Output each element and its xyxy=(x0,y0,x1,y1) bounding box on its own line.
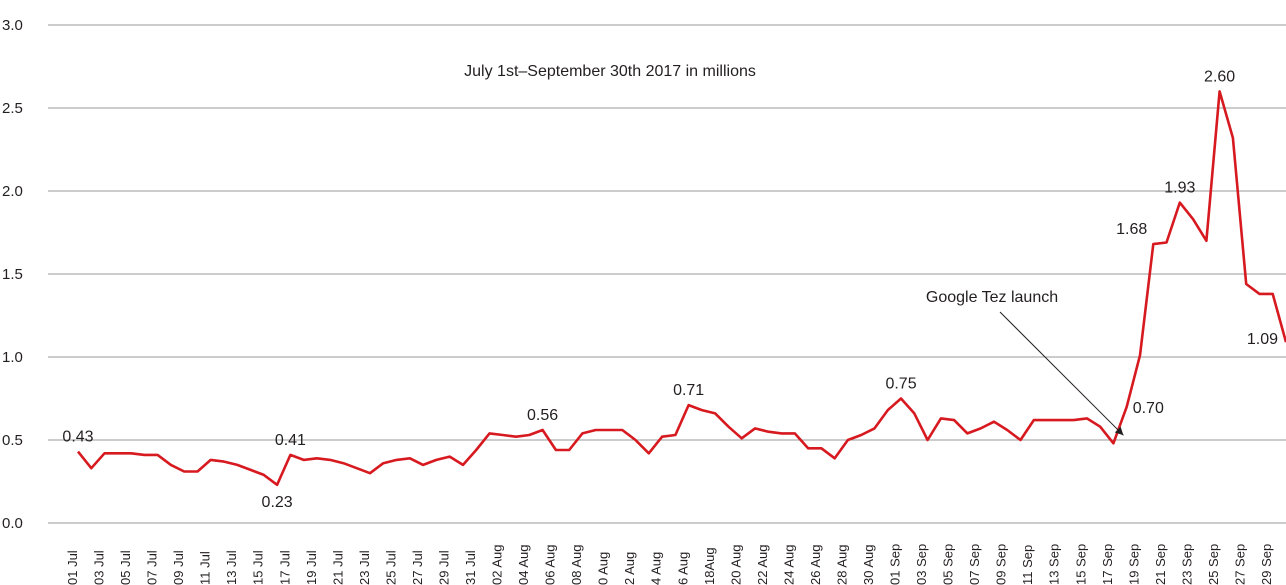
data-label: 0.70 xyxy=(1133,400,1164,417)
x-tick-label: 17 Jul xyxy=(277,550,292,585)
y-tick-label: 1.5 xyxy=(2,266,23,283)
annotation: Google Tez launch xyxy=(926,289,1124,436)
annotation-label: Google Tez launch xyxy=(926,289,1058,306)
x-tick-label: 01 Jul xyxy=(65,550,80,585)
x-tick-label: 08 Aug xyxy=(569,545,584,585)
x-tick-label: 11 Jul xyxy=(198,551,213,585)
x-tick-label: 05 Sep xyxy=(941,544,956,585)
x-tick-label: 23 Jul xyxy=(357,550,372,585)
y-tick-label: 3.0 xyxy=(2,17,23,34)
x-tick-label: 28 Aug xyxy=(834,545,849,585)
data-label: 0.43 xyxy=(62,429,93,446)
y-axis-tick-labels: 0.0 0.5 1.0 1.5 2.0 2.5 3.0 xyxy=(2,17,23,532)
x-tick-label: 02 Aug xyxy=(490,545,505,585)
x-tick-label: 2 Aug xyxy=(622,552,637,585)
x-tick-label: 29 Sep xyxy=(1259,544,1274,585)
data-label: 0.75 xyxy=(885,376,916,393)
x-tick-label: 03 Jul xyxy=(92,550,107,585)
x-tick-label: 25 Jul xyxy=(383,550,398,585)
x-tick-label: 22 Aug xyxy=(755,545,770,585)
x-tick-label: 21 Sep xyxy=(1153,544,1168,585)
x-tick-label: 24 Aug xyxy=(781,545,796,585)
annotation-arrowhead xyxy=(1114,426,1124,436)
series-layer xyxy=(76,90,1286,487)
y-tick-label: 0.5 xyxy=(2,432,23,449)
x-tick-label: 11 Sep xyxy=(1020,545,1035,585)
x-tick-label: 03 Sep xyxy=(914,544,929,585)
data-label: 0.71 xyxy=(673,382,704,399)
x-tick-label: 05 Jul xyxy=(118,550,133,585)
data-label: 0.23 xyxy=(262,494,293,511)
x-tick-label: 27 Sep xyxy=(1232,544,1247,585)
x-tick-label: 06 Aug xyxy=(543,545,558,585)
x-tick-label: 15 Jul xyxy=(251,550,266,585)
x-tick-label: 6 Aug xyxy=(675,552,690,585)
y-tick-label: 0.0 xyxy=(2,515,23,532)
x-tick-label: 15 Sep xyxy=(1073,544,1088,585)
x-tick-label: 30 Aug xyxy=(861,545,876,585)
x-tick-label: 27 Jul xyxy=(410,550,425,585)
annotation-arrow xyxy=(999,311,1124,436)
x-tick-label: 09 Sep xyxy=(994,544,1009,585)
x-tick-label: 4 Aug xyxy=(649,552,664,585)
y-tick-label: 1.0 xyxy=(2,349,23,366)
x-tick-label: 04 Aug xyxy=(516,545,531,585)
x-tick-label: 17 Sep xyxy=(1100,544,1115,585)
x-tick-label: 19 Jul xyxy=(304,550,319,585)
data-labels: 0.43 0.23 0.41 0.56 0.71 0.75 0.70 1.68 1.93 2.60… xyxy=(62,68,1278,510)
gridlines xyxy=(48,24,1286,524)
x-tick-label: 23 Sep xyxy=(1179,544,1194,585)
x-tick-label: 07 Jul xyxy=(145,550,160,585)
x-tick-label: 19 Sep xyxy=(1126,544,1141,585)
data-label: 2.60 xyxy=(1204,68,1235,85)
data-label: 1.68 xyxy=(1116,221,1147,238)
data-label: 1.09 xyxy=(1247,331,1278,348)
x-tick-label: 07 Sep xyxy=(967,544,982,585)
data-label: 0.41 xyxy=(275,432,306,449)
chart-title: July 1st–September 30th 2017 in millions xyxy=(464,63,756,80)
x-tick-label: 09 Jul xyxy=(171,550,186,585)
x-tick-label: 25 Sep xyxy=(1206,544,1221,585)
x-tick-label: 29 Jul xyxy=(436,550,451,585)
x-tick-label: 01 Sep xyxy=(888,544,903,585)
x-tick-label: 13 Sep xyxy=(1047,544,1062,585)
x-tick-label: 18Aug xyxy=(702,547,717,585)
y-tick-label: 2.0 xyxy=(2,183,23,200)
x-axis-tick-labels: 01 Jul 03 Jul 05 Jul 07 Jul 09 Jul 11 Jul 13 J… xyxy=(65,544,1274,585)
y-tick-label: 2.5 xyxy=(2,100,23,117)
x-tick-label: 13 Jul xyxy=(224,550,239,585)
data-label: 0.56 xyxy=(527,407,558,424)
x-tick-label: 31 Jul xyxy=(463,550,478,585)
x-tick-label: 0 Aug xyxy=(596,552,611,585)
x-tick-label: 26 Aug xyxy=(808,545,823,585)
x-tick-label: 21 Jul xyxy=(330,550,345,585)
x-tick-label: 20 Aug xyxy=(728,545,743,585)
series-line xyxy=(76,90,1286,487)
data-label: 1.93 xyxy=(1164,180,1195,197)
